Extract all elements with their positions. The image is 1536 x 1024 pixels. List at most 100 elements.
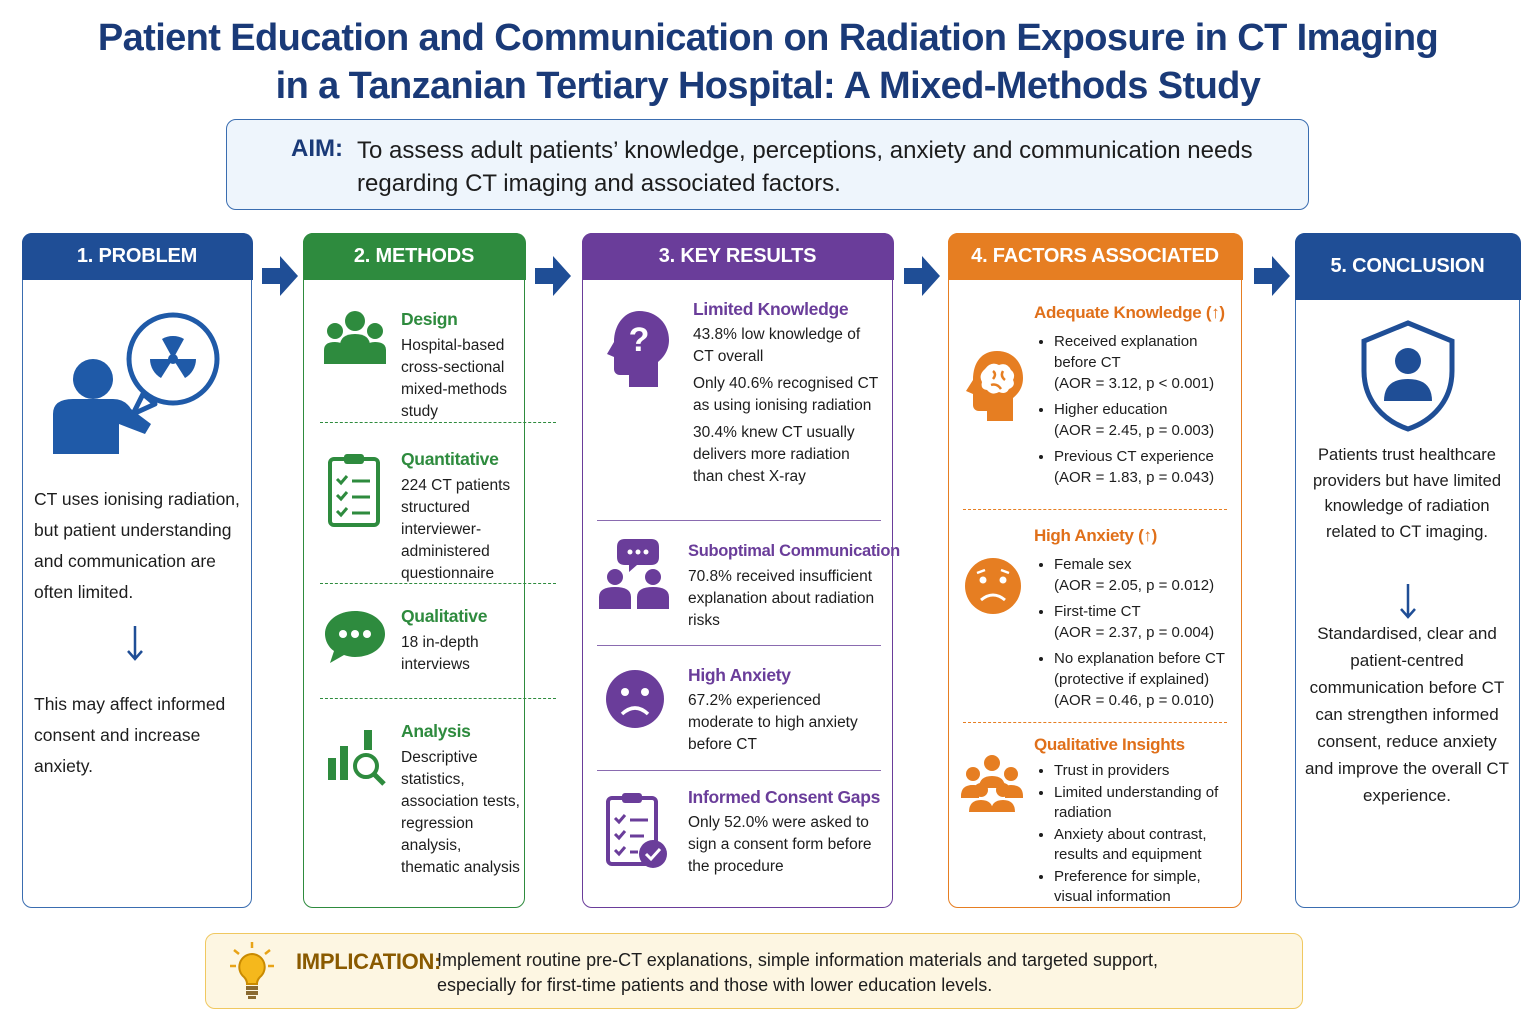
arrows [262,256,1290,296]
separator [320,698,556,699]
aim-box: AIM: To assess adult patients’ knowledge… [226,119,1309,210]
factor-bullet: Higher education (AOR = 2.45, p = 0.003) [1054,399,1239,441]
factor-bullet: No explanation before CT (protective if e… [1054,648,1239,711]
questionnaire-icon [328,454,380,527]
bulb-icon [230,942,274,999]
factor-bullet: Preference for simple, visual informatio… [1054,867,1224,907]
question-head-icon: ? [607,311,669,387]
factor-title: Qualitative Insights [1034,735,1185,754]
bullet-line: Previous CT experience [1054,448,1214,465]
title: Patient Education and Communication on R… [0,14,1536,110]
consent-icon [606,793,667,868]
design-icon [324,311,386,364]
bullet-line: (AOR = 2.05, p = 0.012) [1054,577,1215,594]
problem-panel: 1. PROBLEM CT uses ionising radiation, b… [21,232,253,908]
result-text: 43.8% low knowledge of CT overall [693,326,861,365]
factor-bullet: Limited understanding of radiation [1054,783,1224,823]
panel-heading: 2. METHODS [302,232,526,280]
method-item: Quantitative 224 CT patients structured i… [401,447,523,585]
separator [597,770,881,771]
factor-list: Received explanation before CT (AOR = 3.1… [1034,331,1239,488]
bullet-line: (AOR = 2.45, p = 0.003) [1054,422,1215,439]
problem-icon [53,312,220,454]
result-text: 30.4% knew CT usually delivers more radi… [693,424,855,485]
panel-heading: 5. CONCLUSION [1294,232,1521,300]
method-item: Design Hospital-based cross-sectional mix… [401,307,521,423]
bullet-line: Preference for simple, visual informatio… [1054,868,1201,905]
shield-icon [1361,320,1455,432]
bullet-line: (AOR = 0.46, p = 0.010) [1054,692,1215,709]
anxiety-icon [965,558,1021,614]
knowledge-head-icon [966,351,1023,421]
factor-list: Trust in providers Limited understanding… [1034,761,1224,907]
factor-group: High Anxiety (↑) Female sex (AOR = 2.05, … [1034,524,1239,716]
factor-bullet: Anxiety about contrast, results and equi… [1054,825,1224,865]
title-line: in a Tanzanian Tertiary Hospital: A Mixe… [275,65,1261,107]
factor-bullet: Received explanation before CT (AOR = 3.1… [1054,331,1239,394]
factor-bullet: Previous CT experience (AOR = 1.83, p = 0… [1054,446,1239,488]
panel-heading: 1. PROBLEM [21,232,253,280]
bullet-line: Higher education [1054,401,1168,418]
problem-text: This may affect informed consent and inc… [34,694,226,776]
bullet-line: (AOR = 2.37, p = 0.004) [1054,624,1215,641]
result-text: Only 40.6% recognised CT as using ionisi… [693,375,878,414]
result-item: High Anxiety 67.2% experienced moderate t… [688,663,883,761]
result-title: Suboptimal Communication [688,542,900,560]
method-text: Descriptive statistics, association test… [401,749,520,876]
bullet-line: (protective if explained) [1054,671,1210,688]
problem-text: CT uses ionising radiation, but patient … [34,489,240,602]
aim-label: AIM: [291,135,343,162]
method-text: 224 CT patients structured interviewer-a… [401,477,511,582]
bullet-line: Received explanation before CT [1054,333,1198,371]
implication-text: Implement routine pre-CT explanations, s… [437,950,1159,995]
result-title: Informed Consent Gaps [688,787,881,807]
method-item: Qualitative 18 in-depth interviews [401,604,521,676]
bullet-line: Anxiety about contrast, results and equi… [1054,826,1207,863]
bullet-line: (AOR = 1.83, p = 0.043) [1054,469,1215,486]
down-arrow [127,626,143,661]
method-title: Qualitative [401,606,488,626]
factor-title: High Anxiety (↑) [1034,526,1158,545]
bullet-line: Trust in providers [1054,762,1170,779]
result-item: Informed Consent Gaps Only 52.0% were ask… [688,785,881,883]
bullet-line: (AOR = 3.12, p < 0.001) [1054,375,1215,392]
analysis-icon [328,730,386,786]
factor-bullet: Trust in providers [1054,761,1224,781]
separator [963,509,1227,510]
panel-heading: 4. FACTORS ASSOCIATED [947,232,1243,280]
result-item: Limited Knowledge 43.8% low knowledge of… [693,297,883,493]
interview-icon [325,611,385,663]
conclusion-text: Patients trust healthcare providers but … [1312,446,1501,541]
bullet-line: Female sex [1054,556,1132,573]
conclusion-text: Standardised, clear and patient-centred … [1304,624,1510,805]
implication-label: IMPLICATION: [296,949,442,974]
separator [320,422,556,423]
factor-group: Adequate Knowledge (↑) Received explanat… [1034,301,1239,493]
communication-icon [599,539,669,609]
method-title: Design [401,309,458,329]
methods-panel: 2. METHODS Design Hospital-based cross-se… [302,232,556,908]
panel-heading: 3. KEY RESULTS [581,232,894,280]
bullet-line: Limited understanding of radiation [1054,784,1219,821]
results-panel: 3. KEY RESULTS ? Limited Knowledge 43.8%… [581,232,900,908]
factor-bullet: First-time CT (AOR = 2.37, p = 0.004) [1054,601,1239,643]
method-text: Hospital-based cross-sectional mixed-met… [401,337,507,420]
result-item: Suboptimal Communication 70.8% received i… [688,539,900,637]
method-text: 18 in-depth interviews [401,634,479,673]
down-arrow [1400,584,1416,619]
factor-bullet: Female sex (AOR = 2.05, p = 0.012) [1054,554,1239,596]
result-title: High Anxiety [688,665,791,685]
method-title: Analysis [401,721,471,741]
factor-list: Female sex (AOR = 2.05, p = 0.012) First-… [1034,554,1239,711]
separator [320,583,556,584]
bullet-line: First-time CT [1054,603,1141,620]
anxiety-icon [606,670,664,728]
separator [597,520,881,521]
method-item: Analysis Descriptive statistics, associat… [401,719,523,879]
separator [597,645,881,646]
aim-text: To assess adult patients’ knowledge, per… [357,137,1253,197]
result-text: Only 52.0% were asked to sign a consent … [688,814,872,875]
bullet-line: No explanation before CT [1054,650,1225,667]
result-title: Limited Knowledge [693,299,849,319]
